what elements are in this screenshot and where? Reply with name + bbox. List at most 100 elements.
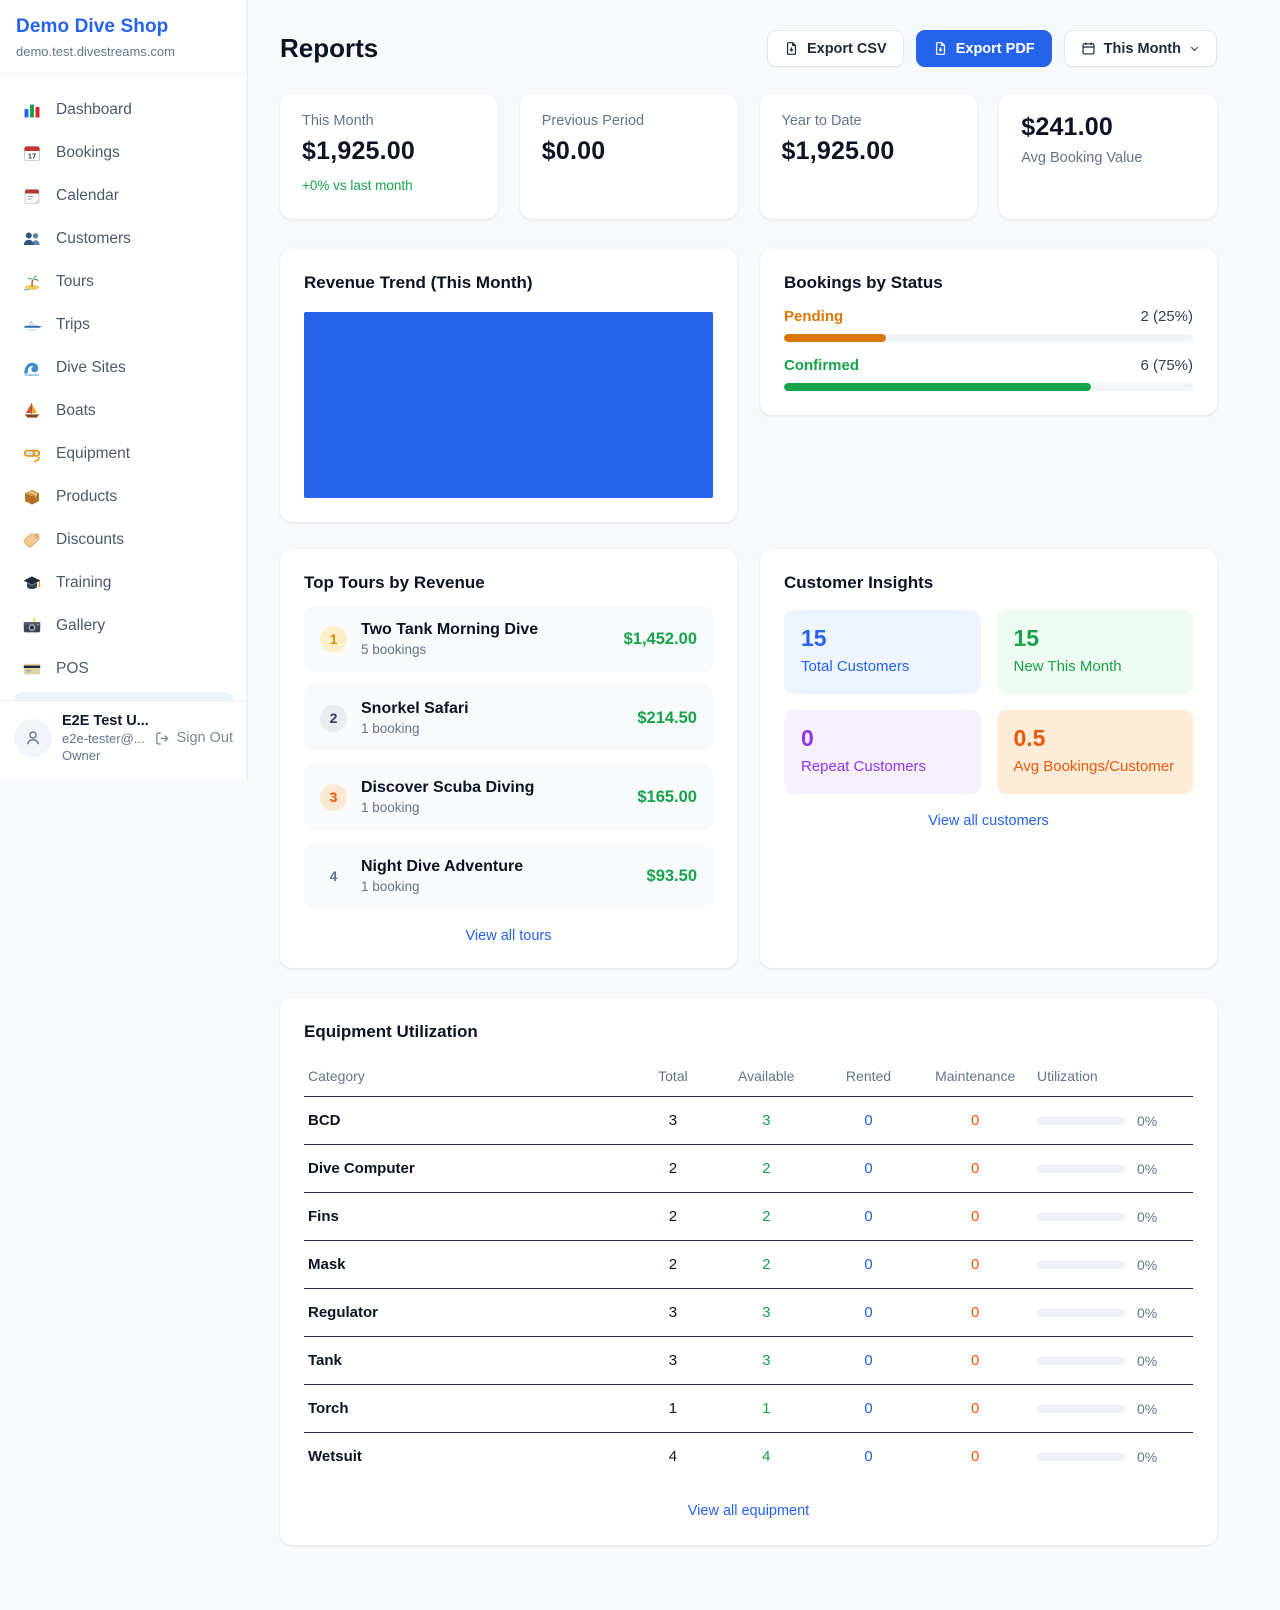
user-email: e2e-tester@... — [62, 731, 145, 746]
stat-value: $0.00 — [541, 137, 606, 165]
sidebar-item-dashboard[interactable]: Dashboard — [12, 88, 235, 131]
insight-label: Repeat Customers — [801, 758, 927, 775]
people-icon — [22, 229, 42, 249]
sidebar-item-customers[interactable]: Customers — [12, 217, 235, 260]
person-icon — [26, 731, 40, 745]
utilization-percent: 0% — [1136, 1256, 1158, 1273]
sidebar-item-discounts[interactable]: Discounts — [12, 518, 235, 561]
camera-icon — [22, 616, 42, 636]
table-row: Torch 1 1 0 0 0% — [304, 1384, 1193, 1433]
equipment-utilization-card: Equipment Utilization Category Total Ava… — [280, 998, 1217, 1545]
stat-card-previous-period: Previous Period $0.00 — [519, 94, 738, 219]
cell-maintenance: 0 — [917, 1096, 1033, 1145]
sidebar-item-training[interactable]: Training — [12, 561, 235, 604]
sidebar-item-trips[interactable]: Trips — [12, 303, 235, 346]
user-name: E2E Test U... — [62, 713, 149, 729]
file-download-icon — [935, 42, 945, 55]
view-all-tours-link[interactable]: View all tours — [465, 928, 552, 944]
view-all-equipment-link[interactable]: View all equipment — [687, 1502, 810, 1519]
credit-card-icon — [22, 659, 42, 679]
sign-out-button[interactable]: Sign Out — [155, 730, 233, 746]
sidebar-item-tours[interactable]: Tours — [12, 260, 235, 303]
stat-label: This Month — [302, 113, 374, 129]
status-row-confirmed: Confirmed 6 (75%) — [784, 357, 1193, 391]
column-header: Total — [632, 1058, 713, 1097]
top-tours-card: Top Tours by Revenue 1 Two Tank Morning … — [280, 549, 737, 968]
sidebar-item-label: Calendar — [56, 186, 119, 204]
table-row: Tank 3 3 0 0 0% — [304, 1336, 1193, 1385]
sidebar-item-pos[interactable]: POS — [12, 647, 235, 690]
cell-total: 2 — [632, 1192, 713, 1241]
calendar-date-icon: 17 — [22, 143, 42, 163]
sidebar-user-footer: E2E Test U... e2e-tester@... Owner Sign … — [0, 700, 247, 779]
cell-category: Torch — [304, 1384, 633, 1433]
column-header: Available — [712, 1058, 820, 1097]
sign-out-label: Sign Out — [176, 730, 233, 746]
cell-maintenance: 0 — [917, 1144, 1033, 1193]
brand-domain: demo.test.divestreams.com — [16, 44, 175, 59]
cell-maintenance: 0 — [917, 1288, 1033, 1337]
tour-revenue: $214.50 — [637, 708, 697, 727]
revenue-trend-chart — [304, 312, 713, 498]
utilization-bar — [1036, 1452, 1125, 1461]
insight-value: 0.5 — [1013, 725, 1046, 751]
rank-badge: 1 — [320, 625, 347, 653]
insight-grid: 15 Total Customers 15 New This Month 0 R… — [784, 610, 1193, 794]
sidebar-item-calendar[interactable]: Calendar — [12, 174, 235, 217]
stat-label: Year to Date — [781, 113, 862, 129]
sidebar-item-boats[interactable]: Boats — [12, 389, 235, 432]
sidebar-item-label: Dive Sites — [56, 358, 126, 376]
cell-rented: 0 — [819, 1240, 918, 1289]
insight-tile-avg-bookings: 0.5 Avg Bookings/Customer — [996, 710, 1193, 794]
tour-bookings: 1 booking — [361, 721, 420, 736]
utilization-bar — [1036, 1116, 1125, 1125]
cell-available: 1 — [712, 1384, 820, 1433]
cell-total: 3 — [632, 1096, 713, 1145]
sidebar-item-partial-highlight[interactable] — [14, 692, 233, 700]
export-csv-label: Export CSV — [806, 40, 887, 57]
cell-available: 3 — [712, 1288, 820, 1337]
export-pdf-button[interactable]: Export PDF — [915, 30, 1052, 67]
sidebar-item-bookings[interactable]: 17 Bookings — [12, 131, 235, 174]
utilization-percent: 0% — [1136, 1112, 1158, 1129]
sidebar-item-label: Discounts — [56, 530, 125, 548]
revenue-trend-title: Revenue Trend (This Month) — [304, 273, 533, 292]
sidebar-item-equipment[interactable]: Equipment — [12, 432, 235, 475]
cell-total: 3 — [632, 1336, 713, 1385]
cell-category: BCD — [304, 1096, 633, 1145]
insight-label: New This Month — [1013, 658, 1122, 675]
progress-track — [784, 334, 1193, 342]
customer-insights-title: Customer Insights — [784, 573, 934, 592]
utilization-bar — [1036, 1212, 1125, 1221]
tear-off-calendar-icon — [22, 186, 42, 206]
cell-category: Fins — [304, 1192, 633, 1241]
sidebar-item-dive-sites[interactable]: Dive Sites — [12, 346, 235, 389]
tour-row: 3 Discover Scuba Diving 1 booking $165.0… — [304, 764, 713, 830]
view-all-customers-link[interactable]: View all customers — [928, 813, 1049, 829]
charts-row: Revenue Trend (This Month) Bookings by S… — [280, 249, 1217, 522]
progress-fill — [784, 334, 887, 342]
utilization-bar — [1036, 1308, 1125, 1317]
export-csv-button[interactable]: Export CSV — [766, 30, 904, 67]
cell-available: 3 — [712, 1096, 820, 1145]
tag-icon — [22, 530, 42, 550]
cell-total: 3 — [632, 1288, 713, 1337]
period-dropdown[interactable]: This Month — [1063, 30, 1217, 67]
top-tours-title: Top Tours by Revenue — [304, 573, 485, 592]
cell-maintenance: 0 — [917, 1192, 1033, 1241]
tour-revenue: $1,452.00 — [623, 629, 697, 648]
sidebar-item-gallery[interactable]: Gallery — [12, 604, 235, 647]
column-header: Maintenance — [917, 1058, 1033, 1097]
cell-rented: 0 — [819, 1384, 918, 1433]
sidebar-item-products[interactable]: Products — [12, 475, 235, 518]
status-count: 2 (25%) — [1140, 308, 1193, 325]
cell-maintenance: 0 — [917, 1336, 1033, 1385]
tour-bookings: 1 booking — [361, 879, 420, 894]
cell-maintenance: 0 — [971, 1448, 980, 1466]
insight-value: 15 — [1013, 625, 1040, 651]
wave-icon — [22, 358, 42, 378]
sidebar-item-label: Dashboard — [56, 100, 132, 118]
sidebar-item-label: Customers — [56, 229, 131, 247]
cell-available: 2 — [712, 1240, 820, 1289]
cell-rented: 0 — [819, 1192, 918, 1241]
